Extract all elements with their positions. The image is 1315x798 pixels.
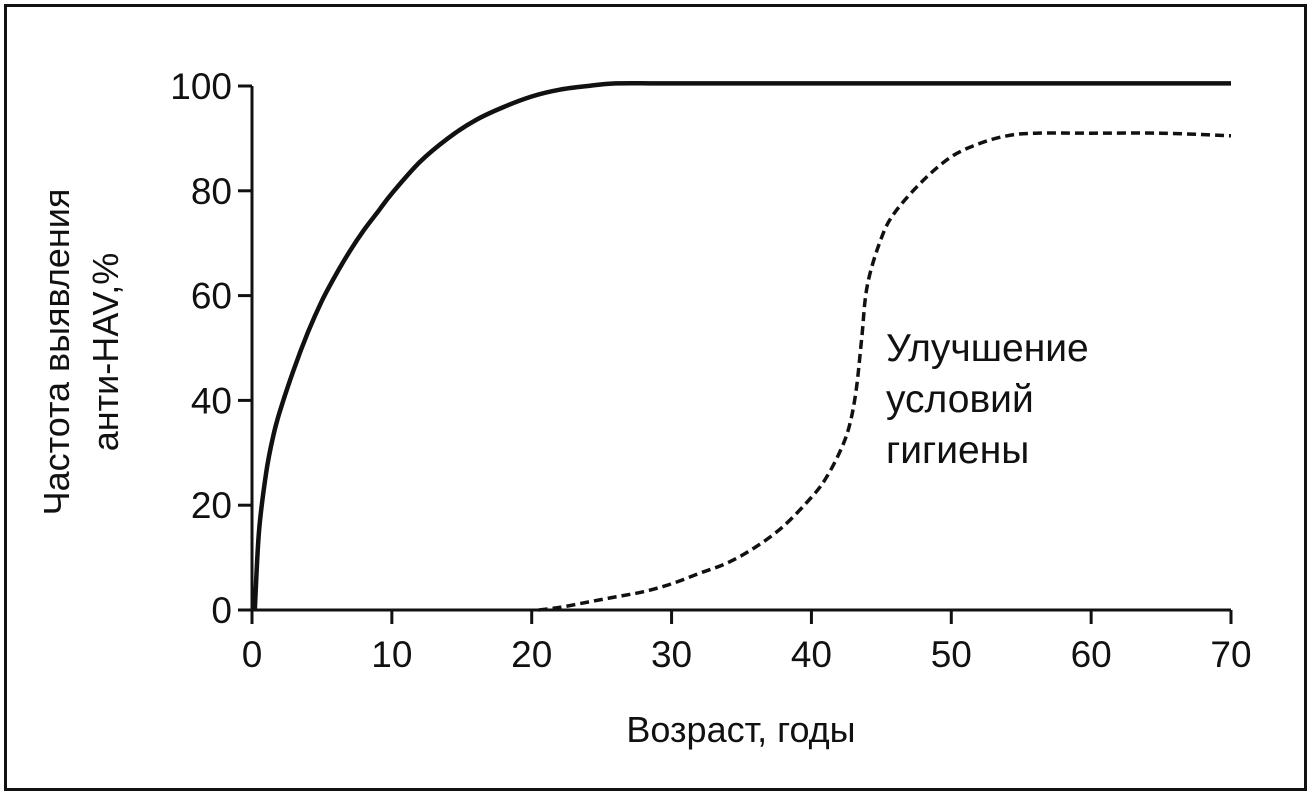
y-tick-label: 40 [191, 380, 232, 421]
x-tick-label: 30 [651, 634, 692, 675]
series-layer [252, 80, 1232, 612]
annotation: Улучшение условий гигиены [886, 327, 1089, 472]
series-line-solid [252, 80, 1231, 611]
x-tick-label: 0 [242, 634, 263, 675]
x-tick-label: 70 [1210, 634, 1251, 675]
line-chart: 0 20 40 60 80 100 0 10 20 30 40 50 60 70 Возраст, год… [36, 66, 1252, 750]
y-axis-title: Частота выявления анти-HAV,% [36, 189, 126, 516]
x-tick-label: 40 [791, 634, 832, 675]
y-axis-title-line-1: Частота выявления [36, 189, 77, 516]
axes [250, 86, 1231, 612]
y-tick-label: 80 [191, 171, 232, 212]
chart-frame: 0 20 40 60 80 100 0 10 20 30 40 50 60 70 Возраст, год… [4, 4, 1307, 791]
ticks: 0 20 40 60 80 100 0 10 20 30 40 50 60 70 [170, 66, 1251, 675]
annotation-line-3: гигиены [886, 429, 1029, 472]
x-tick-label: 10 [371, 634, 412, 675]
x-axis-title: Возраст, годы [626, 709, 855, 750]
y-tick-label: 100 [170, 66, 232, 107]
x-tick-label: 20 [511, 634, 552, 675]
x-tick-label: 50 [931, 634, 972, 675]
annotation-line-1: Улучшение [886, 327, 1089, 370]
series-line-dashed [538, 131, 1232, 612]
y-tick-label: 20 [191, 485, 232, 526]
y-tick-label: 0 [211, 590, 232, 631]
annotation-line-2: условий [886, 378, 1034, 421]
x-tick-label: 60 [1071, 634, 1112, 675]
y-axis-title-line-2: анти-HAV,% [85, 253, 126, 452]
y-tick-label: 60 [191, 276, 232, 317]
